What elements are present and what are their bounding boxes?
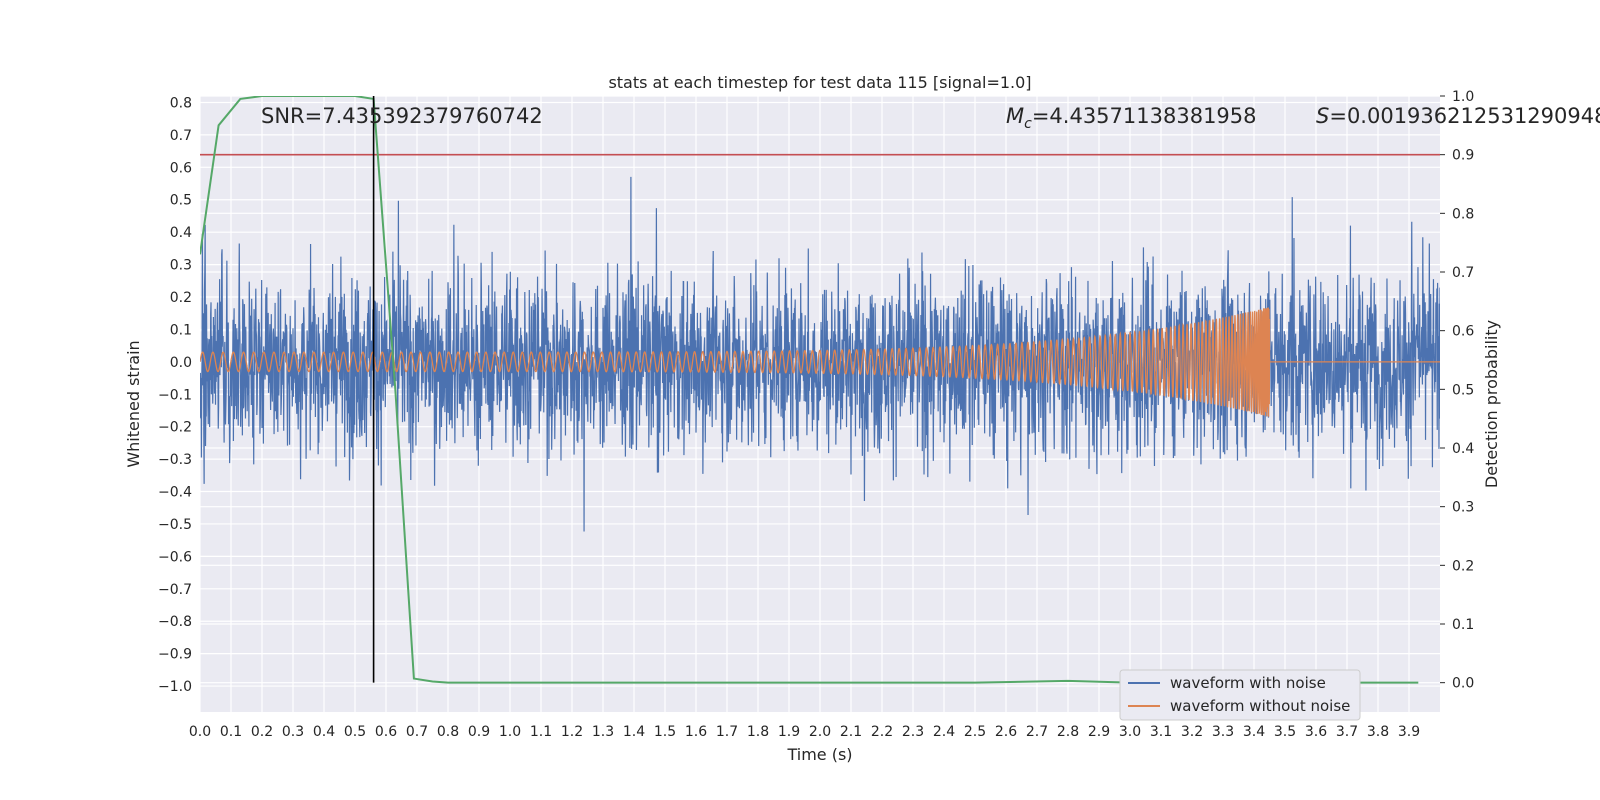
x-tick-label: 3.2 (1181, 724, 1203, 740)
x-tick-label: 0.5 (344, 724, 366, 740)
x-tick-label: 2.3 (902, 724, 924, 740)
x-tick-label: 2.8 (1057, 724, 1079, 740)
y-tick-label: −0.7 (158, 582, 192, 598)
x-tick-label: 2.7 (1026, 724, 1048, 740)
y-axis-label: Whitened strain (124, 340, 143, 467)
snr-annotation: SNR=7.435392379760742 (261, 104, 543, 128)
x-tick-label: 2.9 (1088, 724, 1110, 740)
x-tick-label: 1.1 (530, 724, 552, 740)
clean-waveform-line (200, 307, 1440, 417)
x-tick-label: 0.2 (251, 724, 273, 740)
mc-subscript: c (1024, 116, 1032, 132)
y2-tick-label: 0.8 (1452, 206, 1474, 222)
y-tick-label: −0.9 (158, 647, 192, 663)
x-tick-label: 1.7 (716, 724, 738, 740)
x-tick-label: 2.2 (871, 724, 893, 740)
y2-tick-label: 0.7 (1452, 265, 1474, 281)
y2-tick-label: 0.3 (1452, 500, 1474, 516)
y2-tick-label: 0.5 (1452, 382, 1474, 398)
x-tick-label: 1.2 (561, 724, 583, 740)
legend-label-clean: waveform without noise (1170, 697, 1350, 715)
x-axis-label: Time (s) (786, 745, 852, 764)
y-tick-label: −0.2 (158, 420, 192, 436)
x-tick-label: 1.5 (654, 724, 676, 740)
y2-tick-label: 0.1 (1452, 617, 1474, 633)
y-tick-label: −0.8 (158, 614, 192, 630)
y2-tick-label: 0.9 (1452, 148, 1474, 164)
y-tick-label: −0.1 (158, 387, 192, 403)
y2-axis-label: Detection probability (1482, 320, 1501, 488)
y2-tick-label: 0.2 (1452, 558, 1474, 574)
y-tick-label: −0.3 (158, 452, 192, 468)
y-tick-labels: 0.8 0.7 0.6 0.5 0.4 0.3 0.2 0.1 0.0 −0.1 −0.2 −0.3 −… (158, 95, 192, 695)
spin-annotation: S=0.0019362125312909485 (1316, 104, 1600, 128)
x-tick-label: 1.6 (685, 724, 707, 740)
legend-label-noisy: waveform with noise (1170, 674, 1326, 692)
y2-tick-label: 0.4 (1452, 441, 1474, 457)
x-tick-label: 3.7 (1336, 724, 1358, 740)
x-tick-label: 3.1 (1150, 724, 1172, 740)
x-tick-label: 1.3 (592, 724, 614, 740)
y-tick-label: 0.2 (170, 290, 192, 306)
x-tick-label: 1.0 (499, 724, 521, 740)
y2-tick-labels: 1.0 0.9 0.8 0.7 0.6 0.5 0.4 0.3 0.2 0.1 0.0 (1440, 89, 1474, 692)
y2-tick-label: 1.0 (1452, 89, 1474, 105)
legend: waveform with noise waveform without noi… (1119, 669, 1361, 721)
y-tick-label: 0.6 (170, 160, 192, 176)
y-tick-label: −0.6 (158, 549, 192, 565)
detection-probability-line (200, 96, 1419, 684)
s-symbol: S (1316, 104, 1329, 128)
x-tick-label: 3.9 (1398, 724, 1420, 740)
x-tick-label: 1.8 (747, 724, 769, 740)
x-tick-label: 2.0 (809, 724, 831, 740)
x-tick-label: 1.9 (778, 724, 800, 740)
y2-tick-label: 0.6 (1452, 324, 1474, 340)
legend-box (1119, 669, 1361, 721)
x-tick-label: 2.4 (933, 724, 955, 740)
x-tick-label: 1.4 (623, 724, 645, 740)
y-tick-label: 0.7 (170, 128, 192, 144)
mc-symbol: M (1006, 104, 1024, 128)
chart-title: stats at each timestep for test data 115… (608, 73, 1031, 92)
x-tick-label: 0.6 (375, 724, 397, 740)
y2-tick-label: 0.0 (1452, 676, 1474, 692)
y-tick-label: 0.8 (170, 95, 192, 111)
y-tick-label: 0.0 (170, 355, 192, 371)
x-tick-label: 0.4 (313, 724, 335, 740)
x-tick-label: 3.6 (1305, 724, 1327, 740)
x-tick-label: 3.4 (1243, 724, 1265, 740)
x-tick-label: 2.1 (840, 724, 862, 740)
chirp-mass-annotation: Mc=4.43571138381958 (1006, 104, 1257, 132)
y-tick-label: 0.3 (170, 258, 192, 274)
x-tick-label: 0.0 (189, 724, 211, 740)
y-tick-label: −1.0 (158, 679, 192, 695)
y-tick-label: 0.1 (170, 322, 192, 338)
x-tick-label: 0.8 (437, 724, 459, 740)
x-tick-label: 3.5 (1274, 724, 1296, 740)
x-tick-label: 0.7 (406, 724, 428, 740)
y-tick-label: 0.5 (170, 193, 192, 209)
x-tick-label: 3.8 (1367, 724, 1389, 740)
series-group (200, 96, 1440, 684)
x-tick-label: 0.1 (220, 724, 242, 740)
y-tick-label: 0.4 (170, 225, 192, 241)
x-tick-label: 0.3 (282, 724, 304, 740)
x-tick-label: 3.3 (1212, 724, 1234, 740)
y-tick-label: −0.5 (158, 517, 192, 533)
y-tick-label: −0.4 (158, 485, 192, 501)
x-tick-label: 0.9 (468, 724, 490, 740)
x-tick-label: 3.0 (1119, 724, 1141, 740)
x-tick-labels: 0.0 0.1 0.2 0.3 0.4 0.5 0.6 0.7 0.8 0.9 1.0 1.1 1.2 1… (189, 724, 1420, 740)
x-tick-label: 2.6 (995, 724, 1017, 740)
x-tick-label: 2.5 (964, 724, 986, 740)
s-value: =0.0019362125312909485 (1329, 104, 1600, 128)
mc-value: =4.43571138381958 (1032, 104, 1257, 128)
